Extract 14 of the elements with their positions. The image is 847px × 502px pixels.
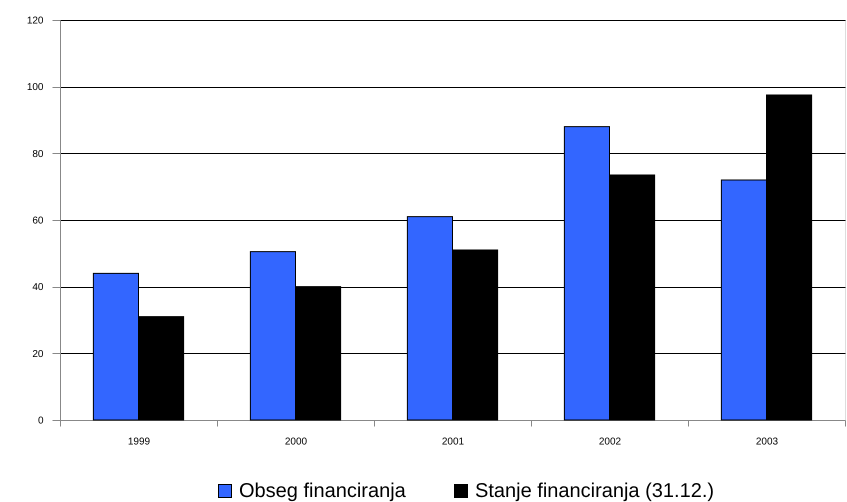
y-tick-label: 120: [26, 16, 44, 26]
y-tick-label: 0: [38, 416, 44, 426]
legend-label: Stanje financiranja (31.12.): [475, 480, 714, 502]
x-tick-label: 2001: [442, 436, 465, 448]
x-tick-label: 2002: [598, 436, 622, 448]
y-tick-label: 40: [32, 282, 44, 294]
x-tick-label: 2000: [284, 436, 308, 448]
x-tick-label: 2003: [756, 436, 779, 448]
y-tick-label: 20: [32, 348, 44, 360]
y-tick-label: 100: [26, 82, 44, 94]
y-tick-label: 60: [32, 216, 44, 226]
y-tick-label: 80: [32, 148, 44, 160]
legend-label: Obseg financiranja: [239, 480, 407, 502]
x-tick-label: 1999: [128, 436, 151, 448]
